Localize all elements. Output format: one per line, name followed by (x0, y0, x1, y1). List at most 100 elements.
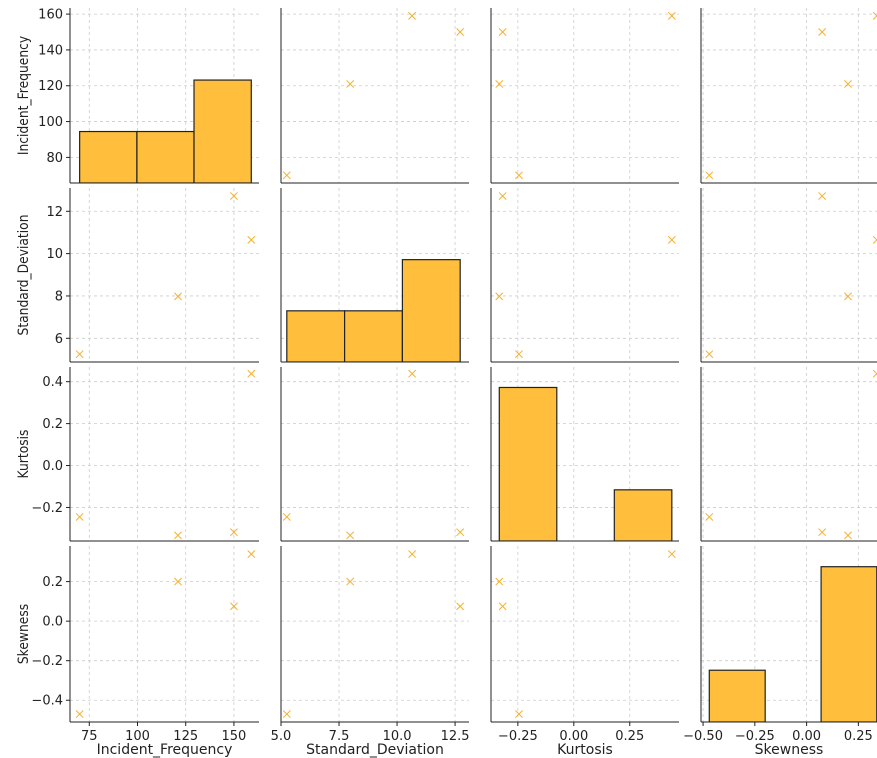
scatter-point (667, 550, 676, 559)
y-tick-label: 0.2 (42, 417, 63, 432)
scatter-point (456, 28, 465, 36)
y-axis-label: Standard_Deviation (16, 214, 32, 335)
y-axis-label: Skewness (16, 604, 32, 664)
scatter-point (75, 710, 84, 719)
scatter-point (705, 512, 714, 521)
scatter-point (844, 79, 852, 88)
scatter-point (247, 369, 256, 378)
scatter-point (229, 602, 238, 611)
panel-standard-deviation-vs-skewness (700, 188, 877, 363)
y-tick-label: 0.4 (42, 375, 63, 390)
x-tick-label: 7.5 (329, 729, 350, 744)
panel-kurtosis-vs-incident-frequency (69, 367, 259, 542)
scatter-point (667, 235, 676, 244)
scatter-point (705, 171, 714, 180)
scatter-point (872, 235, 877, 244)
scatter-point (282, 512, 291, 521)
x-tick-label: 0.25 (615, 729, 644, 744)
scatter-point (515, 710, 523, 719)
histogram-bar (136, 130, 195, 183)
x-axis-label: Standard_Deviation (306, 742, 444, 758)
scatter-point (456, 602, 465, 611)
x-tick-label: −0.25 (735, 729, 775, 744)
y-tick-label: 160 (38, 8, 63, 23)
scatter-point (515, 350, 523, 359)
scatter-point (229, 192, 238, 200)
histogram-bar (401, 259, 461, 362)
x-tick-label: 0.00 (792, 729, 821, 744)
y-tick-label: 6 (55, 332, 63, 347)
scatter-point (818, 528, 827, 537)
scatter-point (174, 531, 182, 540)
histogram-bar (498, 386, 558, 541)
scatter-point (498, 602, 507, 611)
panel-incident-frequency-vs-standard-deviation (280, 8, 469, 184)
scatter-point (282, 171, 291, 180)
y-tick-label: 120 (38, 79, 63, 94)
panel-incident-frequency-vs-skewness (700, 8, 877, 184)
scatter-point (495, 292, 504, 301)
x-tick-label: 150 (222, 729, 247, 744)
scatter-point (174, 577, 182, 586)
scatter-point (872, 369, 877, 378)
x-tick-label: 125 (173, 729, 198, 744)
y-tick-label: 10 (46, 247, 63, 262)
scatter-point (844, 531, 852, 540)
x-tick-label: −0.50 (683, 729, 723, 744)
scatter-point (515, 171, 523, 180)
y-tick-label: −0.2 (31, 654, 63, 669)
y-tick-label: 100 (38, 115, 63, 130)
histogram-bar (613, 489, 673, 541)
scatter-point (495, 577, 504, 586)
panel-skewness-vs-standard-deviation (280, 546, 469, 723)
scatter-point (247, 550, 256, 559)
histogram-bar (286, 310, 346, 362)
panel-kurtosis-vs-standard-deviation (280, 367, 469, 542)
y-tick-label: 140 (38, 43, 63, 58)
x-tick-label: 10.0 (383, 729, 412, 744)
scatter-point (346, 79, 355, 88)
histogram-bar (343, 310, 403, 362)
x-axis-label: Incident_Frequency (97, 742, 233, 758)
x-tick-label: 100 (125, 729, 150, 744)
scatter-point (844, 292, 852, 301)
scatter-point (346, 577, 355, 586)
scatter-point (495, 79, 504, 88)
scatter-point (818, 192, 827, 200)
scatter-point (667, 11, 676, 20)
histogram-bar (820, 566, 877, 722)
x-tick-label: −0.25 (498, 729, 538, 744)
scatter-point (818, 28, 827, 36)
scatter-point (75, 350, 84, 359)
scatter-point (705, 350, 714, 359)
scatter-point (872, 11, 877, 20)
scatter-point (229, 528, 238, 537)
panel-kurtosis-vs-kurtosis (490, 367, 679, 542)
panel-standard-deviation-vs-standard-deviation (280, 188, 469, 363)
x-tick-label: 0.00 (559, 729, 588, 744)
y-tick-label: −0.4 (31, 694, 63, 709)
panel-skewness-vs-skewness (700, 546, 877, 723)
y-tick-label: 80 (46, 151, 63, 166)
panel-skewness-vs-incident-frequency (69, 546, 259, 723)
scatter-point (408, 369, 417, 378)
x-tick-label: 75 (81, 729, 98, 744)
panel-kurtosis-vs-skewness (700, 367, 877, 542)
scatter-point (247, 235, 256, 244)
histogram-bar (193, 79, 252, 183)
x-axis-label: Skewness (755, 742, 824, 758)
scatter-point (408, 11, 417, 20)
histogram-bar (708, 669, 766, 722)
y-tick-label: 12 (46, 205, 63, 220)
y-tick-label: 0.2 (42, 575, 63, 590)
scatter-point (456, 528, 465, 537)
x-tick-label: 5.0 (271, 729, 292, 744)
histogram-bar (79, 130, 138, 183)
y-axis-label: Incident_Frequency (16, 36, 32, 156)
scatter-point (498, 28, 507, 36)
scatter-point (282, 710, 291, 719)
panel-incident-frequency-vs-kurtosis (490, 8, 679, 184)
panel-skewness-vs-kurtosis (490, 546, 679, 723)
panel-incident-frequency-vs-incident-frequency (69, 8, 259, 184)
